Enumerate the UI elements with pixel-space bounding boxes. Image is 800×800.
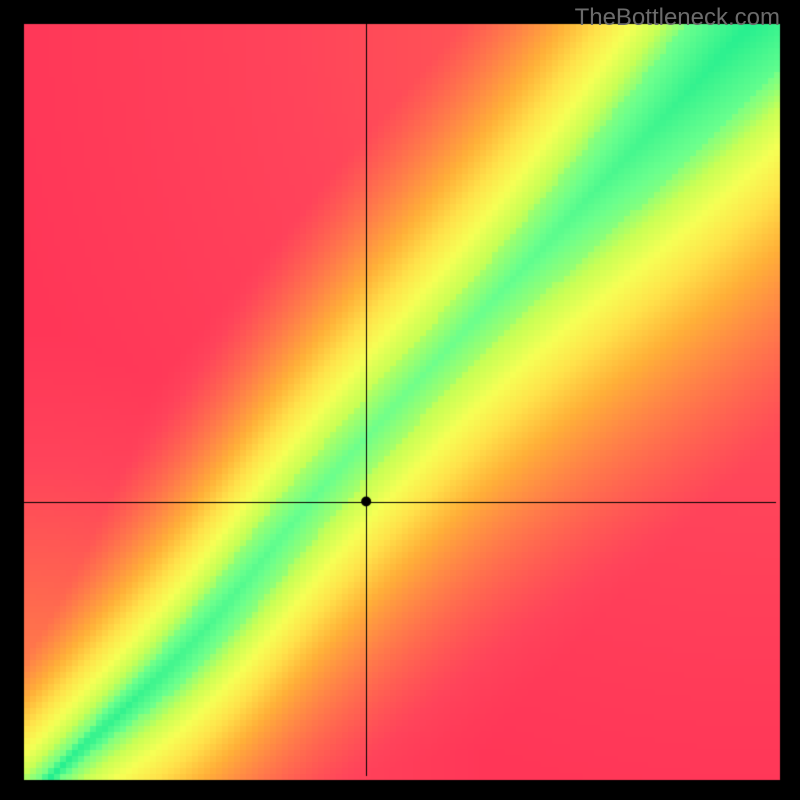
bottleneck-heatmap <box>0 0 800 800</box>
watermark-text: TheBottleneck.com <box>575 4 780 32</box>
chart-container: TheBottleneck.com <box>0 0 800 800</box>
